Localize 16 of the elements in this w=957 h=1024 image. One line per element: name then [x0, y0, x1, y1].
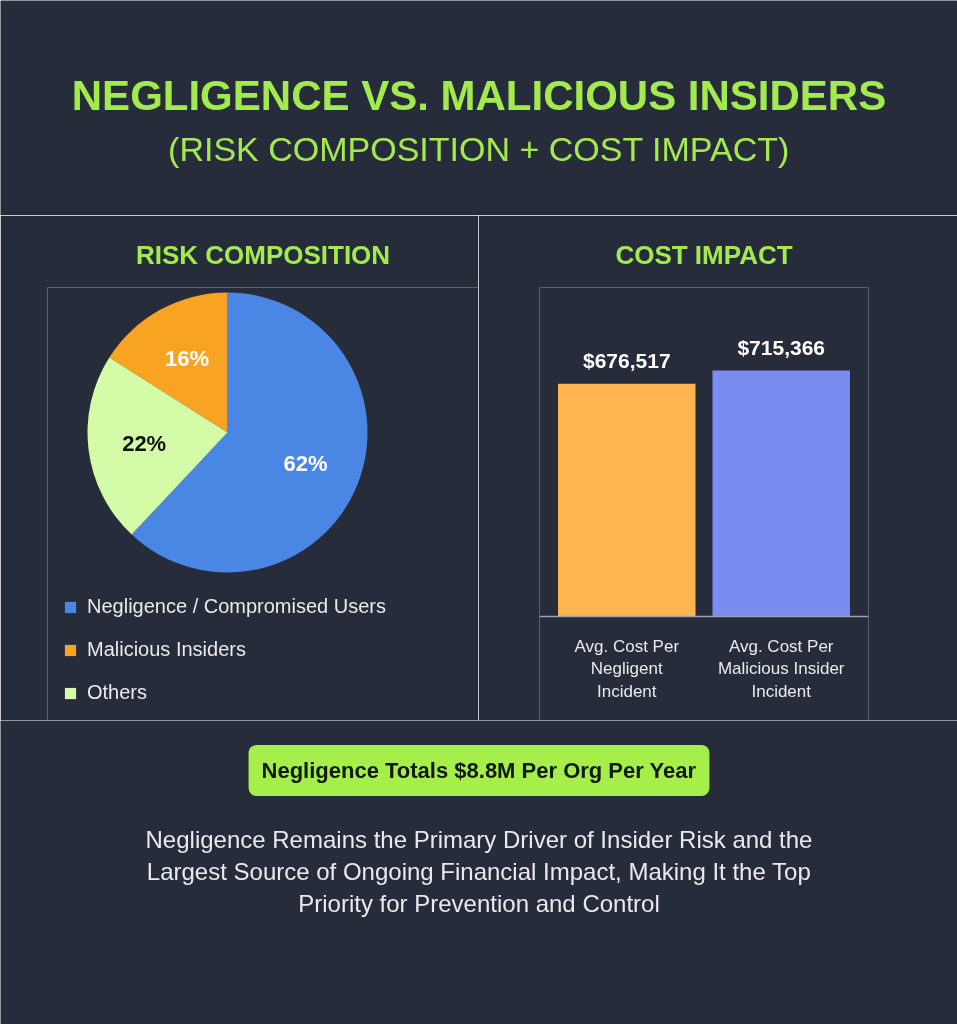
legend-label: Negligence / Compromised Users — [87, 595, 387, 618]
text: (RISK COMPOSITION + COST IMPACT) — [168, 129, 790, 168]
data-label: 16% — [165, 346, 210, 372]
data-label: 62% — [283, 450, 328, 476]
data-label: $676,517 — [582, 348, 671, 372]
data-label: $715,366 — [737, 335, 826, 359]
legend-label: Malicious Insiders — [87, 638, 246, 661]
chart-title: COST IMPACT — [615, 239, 793, 270]
text: Negligence Remains the Primary Driver of Insider Risk and the Largest Source of Ongoing Financial Impact, Making It the Top Priority for Prevention and Control — [145, 825, 813, 918]
text: NEGLIGENCE VS. MALICIOUS INSIDERS — [71, 72, 887, 119]
text: Negligence Totals $8.8M Per Org Per Year — [261, 758, 697, 783]
legend-label: Others — [87, 681, 148, 704]
chart-title: RISK COMPOSITION — [135, 239, 391, 270]
data-label: 22% — [122, 430, 167, 456]
x-tick-label: Avg. Cost Per Malicious Insider Incident — [717, 636, 845, 702]
x-tick-label: Avg. Cost Per Negligent Incident — [574, 636, 680, 702]
